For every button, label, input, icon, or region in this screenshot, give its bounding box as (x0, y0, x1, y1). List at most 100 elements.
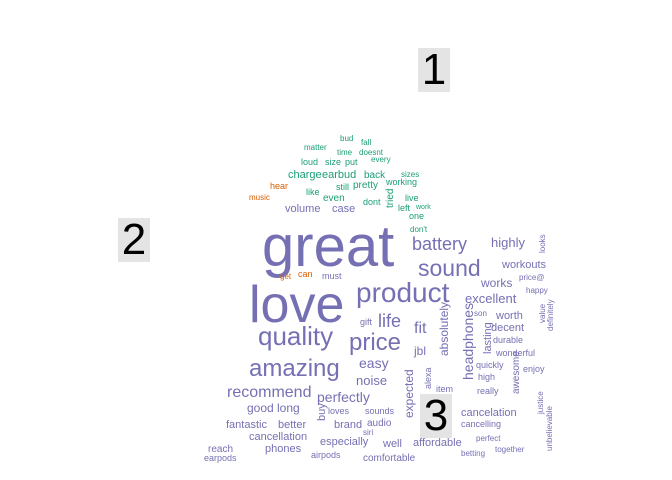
word-sizes: sizes (401, 170, 419, 179)
word-back: back (364, 170, 386, 181)
word-unbelievable: unbelievable (545, 406, 554, 451)
word-betting: betting (461, 449, 485, 458)
word-airpods: airpods (311, 450, 341, 460)
word-alexa: alexa (423, 367, 433, 389)
word-phones: phones (265, 443, 302, 455)
word-together: together (495, 445, 525, 454)
word-perfectly: perfectly (317, 389, 370, 405)
word-loud: loud (301, 157, 318, 167)
word-battery: battery (412, 234, 467, 254)
word-affordable: affordable (413, 437, 462, 449)
word-decent: decent (491, 322, 524, 334)
word-price: price (349, 329, 401, 356)
word-really: really (477, 386, 499, 396)
word-still: still (336, 182, 349, 192)
word-put: put (345, 157, 358, 167)
word-working: working (385, 177, 417, 187)
word-headphones: headphones (460, 303, 476, 380)
word-buy: buy (316, 403, 328, 421)
word-fall: fall (361, 138, 371, 147)
word-easy: easy (359, 355, 389, 371)
word-especially: especially (320, 436, 369, 448)
word-audio: audio (367, 418, 392, 429)
word-worth: worth (495, 310, 523, 322)
word-justice: justice (536, 391, 545, 415)
word-awesome: awesome (511, 351, 522, 394)
word-enjoy: enjoy (523, 364, 545, 374)
word-love: love (249, 276, 344, 334)
word-perfect: perfect (476, 434, 501, 443)
word-good: good (247, 401, 274, 415)
word-works: works (480, 276, 512, 290)
word-left: left (398, 203, 411, 213)
word-hear: hear (270, 181, 288, 191)
word-quality: quality (258, 321, 333, 351)
word-volume: volume (285, 203, 320, 215)
word-looks: looks (538, 234, 547, 253)
word-time: time (337, 148, 353, 157)
word-highly: highly (491, 235, 525, 250)
word-life: life (378, 311, 401, 331)
word-great: great (262, 214, 394, 279)
word-absolutely: absolutely (437, 302, 451, 356)
word-noise: noise (356, 373, 387, 388)
word-tried: tried (385, 189, 396, 208)
word-long: long (277, 401, 300, 415)
word-cancelling: cancelling (461, 419, 501, 429)
word-recommend: recommend (227, 384, 311, 401)
word-sound: sound (418, 255, 481, 281)
word-music: music (249, 193, 270, 202)
word-durable: durable (493, 335, 523, 345)
word-siri: siri (363, 428, 373, 437)
word-live: live (405, 193, 419, 203)
word-amazing: amazing (249, 355, 340, 382)
word-product: product (356, 277, 450, 308)
word-reach: reach (208, 444, 233, 455)
word-even: even (323, 193, 345, 204)
word-cancellation: cancellation (249, 431, 307, 443)
word-better: better (278, 419, 306, 431)
word-cancelation: cancelation (461, 407, 517, 419)
cluster-label-1: 1 (418, 48, 450, 92)
word-comfortable: comfortable (363, 453, 416, 464)
word-must: must (322, 271, 342, 281)
word-don-t: don't (410, 225, 428, 234)
word-sounds: sounds (365, 406, 395, 416)
word-fit: fit (414, 320, 427, 337)
word-workouts: workouts (501, 259, 547, 271)
word-item: item (436, 384, 453, 394)
word-price: price@ (519, 273, 544, 282)
word-excellent: excellent (465, 291, 517, 306)
word-jbl: jbl (413, 344, 426, 358)
word-charge: charge (288, 169, 322, 181)
word-son: son (474, 309, 487, 318)
word-loves: loves (328, 406, 350, 416)
word-value: value (538, 303, 547, 323)
word-size: size (325, 157, 341, 167)
word-can: can (298, 269, 313, 279)
word-expected: expected (402, 369, 416, 418)
word-case: case (332, 203, 355, 215)
cluster-label-3: 3 (420, 394, 452, 438)
word-definitely: definitely (546, 299, 555, 331)
word-one: one (409, 211, 424, 221)
word-bud: bud (340, 134, 353, 143)
word-doesnt: doesnt (359, 148, 384, 157)
word-matter: matter (304, 143, 327, 152)
cluster-label-2: 2 (118, 218, 150, 262)
word-pretty: pretty (353, 180, 378, 191)
word-wonderful: wonderful (495, 348, 535, 358)
word-dont: dont (363, 197, 381, 207)
word-brand: brand (334, 419, 362, 431)
word-work: work (415, 204, 431, 211)
word-earbud: earbud (322, 169, 356, 181)
word-every: every (371, 155, 391, 164)
word-lasting: lasting (482, 322, 494, 354)
word-get: get (280, 272, 292, 281)
word-earpods: earpods (204, 453, 237, 463)
word-gift: gift (360, 317, 373, 327)
word-high: high (478, 372, 495, 382)
word-like: like (306, 187, 320, 197)
word-well: well (382, 438, 402, 450)
